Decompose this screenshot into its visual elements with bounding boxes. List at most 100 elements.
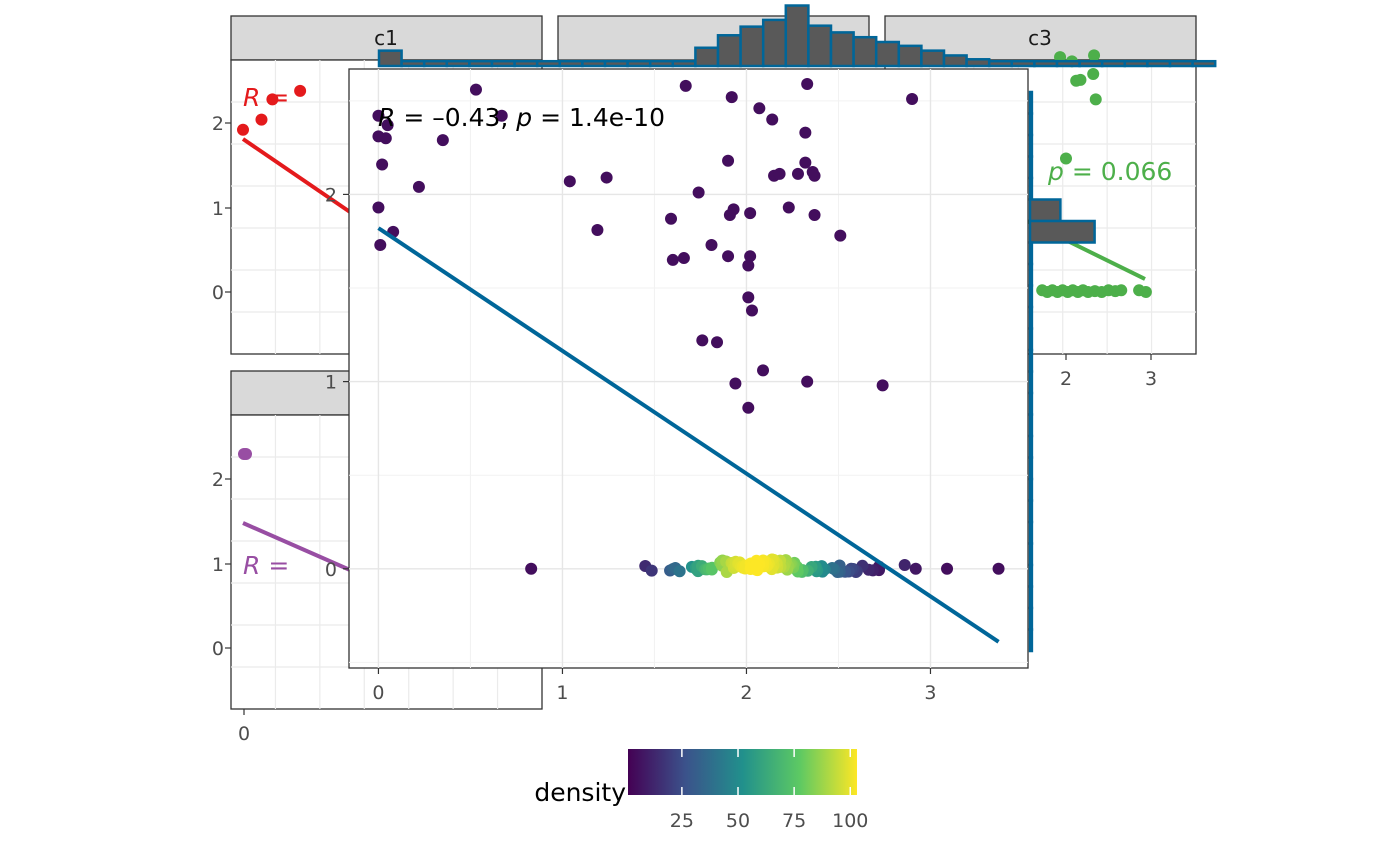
main-point — [679, 79, 692, 92]
main-point — [744, 207, 757, 220]
right-histogram — [1028, 90, 1096, 653]
top-histogram-bar — [603, 59, 629, 68]
main-point — [757, 364, 770, 377]
panel-c1-fit-line — [241, 137, 352, 214]
main-xtick-label: 1 — [556, 682, 568, 704]
panel-c3-point — [1089, 93, 1102, 106]
panel-c1-points — [237, 84, 307, 136]
panel-c4-point — [238, 448, 250, 460]
top-histogram-bar — [1055, 59, 1081, 68]
main-annotation-R: R — [378, 103, 395, 132]
top-histogram-bar — [377, 49, 403, 68]
top-histogram-bar — [965, 58, 991, 68]
top-histogram-bar — [626, 59, 652, 68]
colorbar-tick-label: 75 — [782, 810, 806, 832]
colorbar-gradient — [628, 749, 857, 795]
right-histogram-bar — [1028, 348, 1034, 373]
right-histogram-bar — [1028, 327, 1034, 352]
colorbar-tick-label: 25 — [670, 810, 694, 832]
colorbar-ticks: 25 50 75 100 — [670, 749, 868, 832]
panel-c4-xtick-0: 0 — [238, 723, 250, 745]
main-point — [374, 238, 387, 251]
main-point — [665, 212, 678, 225]
main-point — [696, 334, 709, 347]
right-histogram-bar — [1028, 133, 1034, 158]
right-histogram-bar — [1028, 606, 1034, 631]
top-histogram-bar — [558, 59, 584, 68]
top-histogram-bar — [874, 40, 901, 68]
main-point — [745, 304, 758, 317]
top-histogram-bar — [694, 46, 720, 68]
colorbar-legend: density 25 50 75 100 — [534, 749, 868, 832]
top-histogram-bar — [1100, 59, 1127, 68]
main-point — [742, 401, 755, 414]
right-histogram-bar — [1028, 477, 1034, 502]
panel-c1-point — [255, 113, 268, 126]
top-histogram-bar — [852, 35, 878, 68]
main-fit-line — [377, 226, 1000, 644]
top-histogram-bar — [445, 59, 471, 68]
panel-c4-ytick-1: 1 — [212, 554, 224, 576]
strip-label-c3: c3 — [1028, 26, 1052, 50]
main-point — [525, 562, 538, 575]
main-point — [773, 167, 786, 180]
right-histogram-bar — [1028, 176, 1034, 201]
main-ytick-label: 1 — [325, 372, 337, 394]
strip-label-c1: c1 — [374, 26, 398, 50]
right-histogram-bar — [1028, 542, 1034, 567]
main-annotation-r-value: = –0.43, — [395, 103, 516, 132]
panel-c3-annotation: p = 0.066 — [1047, 157, 1172, 186]
panel-c1-ytick-2: 2 — [212, 113, 224, 135]
colorbar-tick-label: 50 — [726, 810, 750, 832]
main-point — [729, 377, 742, 390]
panel-c4-ytick-0: 0 — [212, 638, 224, 660]
panel-c1-ytick-0: 0 — [212, 282, 224, 304]
right-histogram-bar — [1028, 456, 1034, 481]
main-point — [591, 223, 604, 236]
panel-c1-point — [294, 84, 307, 97]
main-point — [727, 203, 740, 216]
main-xtick-label: 2 — [740, 682, 752, 704]
main-point — [992, 562, 1005, 575]
main-point — [412, 180, 425, 193]
right-histogram-bar — [1028, 391, 1034, 416]
main-point — [666, 253, 679, 266]
panel-c3-point — [1088, 49, 1101, 62]
top-histogram-bar — [920, 49, 946, 68]
main-point — [495, 109, 508, 122]
main-point — [799, 126, 812, 139]
panel-c3-point — [1060, 152, 1072, 165]
top-histogram-bar — [829, 31, 855, 68]
top-histogram-bar — [1168, 59, 1194, 68]
right-histogram-bar — [1028, 520, 1034, 545]
main-annotation-p: p — [515, 103, 532, 132]
main-point — [801, 375, 814, 388]
main-panel: R = –0.43, p = 1.4e-10 0 1 2 3 0 1 2 — [325, 68, 1029, 704]
main-point — [376, 158, 389, 171]
panel-c3-xtick-2: 2 — [1060, 368, 1072, 390]
top-histogram-bar — [807, 24, 833, 68]
panel-c3-point — [1074, 73, 1087, 86]
top-histogram-bar — [422, 59, 449, 68]
top-histogram-bar — [535, 59, 562, 68]
main-point — [645, 564, 658, 577]
main-point — [782, 201, 795, 214]
main-points — [372, 77, 1005, 579]
top-histogram-bar — [1010, 59, 1036, 68]
main-point — [766, 113, 779, 126]
main-point — [753, 102, 766, 115]
right-histogram-bar — [1028, 628, 1034, 653]
right-histogram-bar — [1028, 563, 1034, 588]
main-point — [692, 186, 705, 199]
panel-c4-fit-line — [242, 521, 351, 572]
right-histogram-bar — [1028, 499, 1034, 524]
main-point — [909, 562, 922, 575]
main-point — [808, 209, 821, 222]
main-point — [742, 291, 755, 304]
main-point — [677, 252, 690, 265]
panel-c1-ytick-1: 1 — [212, 198, 224, 220]
main-ytick-label: 2 — [325, 184, 337, 206]
main-axes: 0 1 2 3 0 1 2 — [325, 184, 937, 704]
panel-c4-ytick-2: 2 — [212, 469, 224, 491]
right-histogram-bar — [1028, 198, 1062, 223]
